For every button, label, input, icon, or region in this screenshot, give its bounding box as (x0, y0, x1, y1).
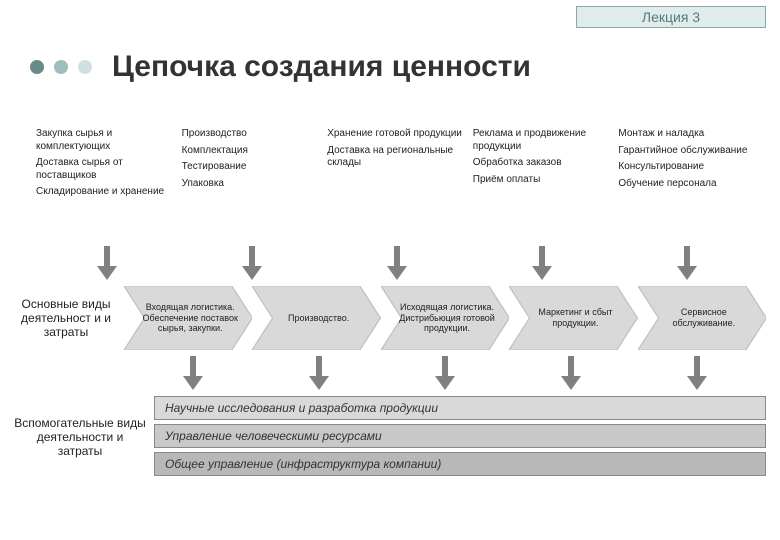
chevron-step: Сервисное обслуживание. (638, 286, 766, 350)
detail-item: Упаковка (182, 178, 324, 191)
chevron-label: Сервисное обслуживание. (656, 307, 752, 329)
arrow-down-icon (561, 356, 581, 390)
bullet-icon (54, 60, 68, 74)
arrow-down-icon (677, 246, 697, 280)
detail-item: Складирование и хранение (36, 186, 178, 199)
detail-item: Доставка на региональные склады (327, 145, 469, 170)
chevron-label: Исходящая логистика. Дистрибьюция готово… (399, 302, 495, 334)
detail-column: Производство Комплектация Тестирование Упак… (182, 128, 324, 199)
detail-item: Монтаж и наладка (618, 128, 760, 141)
title-row: Цепочка создания ценности (30, 50, 531, 84)
chevron-step: Исходящая логистика. Дистрибьюция готово… (381, 286, 509, 350)
support-bar: Научные исследования и разработка продук… (154, 396, 766, 420)
chevron-step: Входящая логистика. Обеспечение поставок… (124, 286, 252, 350)
detail-item: Обучение персонала (618, 178, 760, 191)
page-title: Цепочка создания ценности (112, 50, 531, 84)
detail-column: Хранение готовой продукции Доставка на ре… (327, 128, 469, 199)
arrow-down-icon (387, 246, 407, 280)
support-activities-label: Вспомогательные виды деятельности и затр… (14, 396, 154, 458)
arrows-row-top (34, 246, 760, 280)
detail-item: Обработка заказов (473, 157, 615, 170)
chevron-label: Входящая логистика. Обеспечение поставок… (142, 302, 238, 334)
lecture-badge: Лекция 3 (576, 6, 766, 28)
main-activities-label: Основные виды деятельност и и затраты (14, 297, 124, 339)
arrow-down-icon (532, 246, 552, 280)
bullet-icon (30, 60, 44, 74)
chevron-label: Маркетинг и сбыт продукции. (527, 307, 623, 329)
detail-column: Монтаж и наладка Гарантийное обслуживание… (618, 128, 760, 199)
chevron-step: Маркетинг и сбыт продукции. (509, 286, 637, 350)
chevron-label: Производство. (288, 313, 349, 324)
detail-item: Гарантийное обслуживание (618, 145, 760, 158)
detail-item: Хранение готовой продукции (327, 128, 469, 141)
arrow-down-icon (687, 356, 707, 390)
main-activities-row: Основные виды деятельност и и затраты Вх… (14, 286, 766, 350)
chevron-step: Производство. (252, 286, 380, 350)
arrow-down-icon (242, 246, 262, 280)
detail-column: Закупка сырья и комплектующих Доставка сы… (36, 128, 178, 199)
detail-item: Доставка сырья от поставщиков (36, 157, 178, 182)
support-activities-block: Вспомогательные виды деятельности и затр… (14, 396, 766, 476)
bullet-icon (78, 60, 92, 74)
support-bars: Научные исследования и разработка продук… (154, 396, 766, 476)
arrow-down-icon (97, 246, 117, 280)
detail-item: Реклама и продвижение продукции (473, 128, 615, 153)
arrow-down-icon (183, 356, 203, 390)
chevron-chain: Входящая логистика. Обеспечение поставок… (124, 286, 766, 350)
detail-column: Реклама и продвижение продукции Обработка… (473, 128, 615, 199)
detail-item: Тестирование (182, 161, 324, 174)
arrow-down-icon (435, 356, 455, 390)
arrows-row-bottom (130, 356, 760, 390)
support-bar: Управление человеческими ресурсами (154, 424, 766, 448)
detail-grid: Закупка сырья и комплектующих Доставка сы… (36, 128, 760, 199)
detail-item: Приём оплаты (473, 174, 615, 187)
detail-item: Производство (182, 128, 324, 141)
detail-item: Консультирование (618, 161, 760, 174)
arrow-down-icon (309, 356, 329, 390)
support-bar: Общее управление (инфраструктура компани… (154, 452, 766, 476)
detail-item: Комплектация (182, 145, 324, 158)
detail-item: Закупка сырья и комплектующих (36, 128, 178, 153)
